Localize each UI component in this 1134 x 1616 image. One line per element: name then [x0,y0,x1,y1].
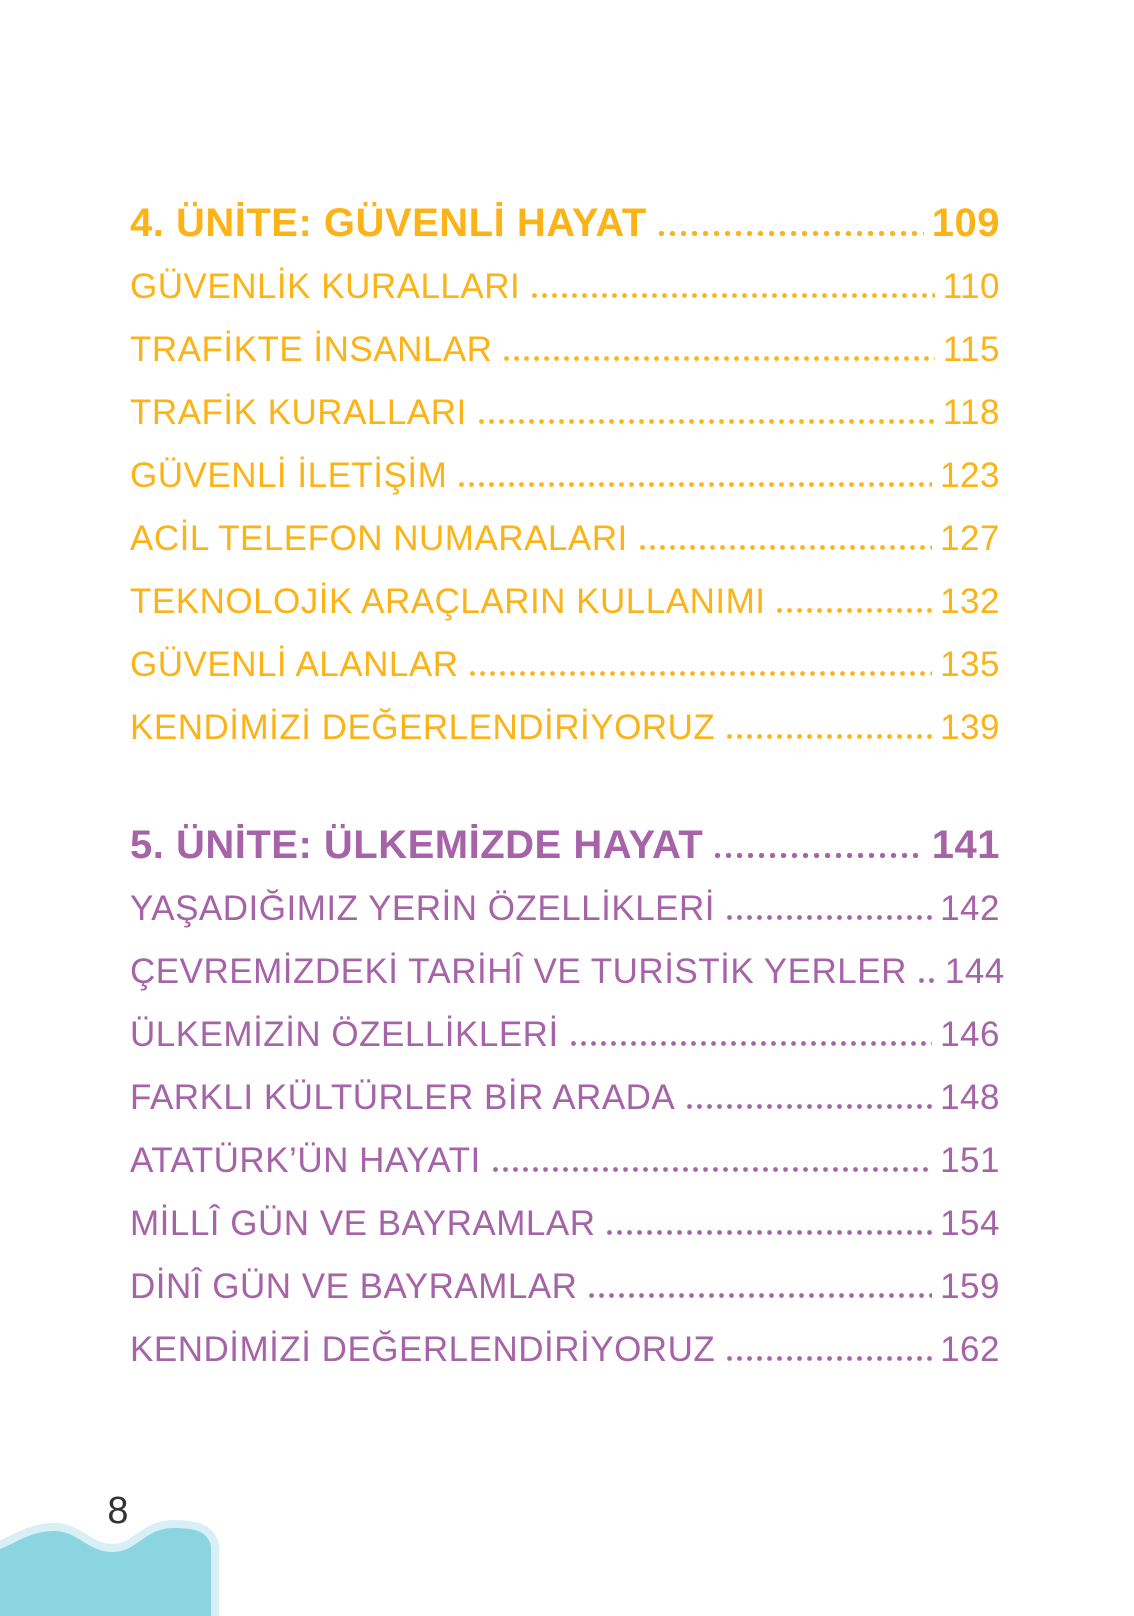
toc-entry: TRAFİKTE İNSANLAR 115 [130,318,1000,381]
toc-entry-page-number: 151 [940,1141,1000,1180]
toc-entry-page-number: 139 [940,708,1000,747]
dot-leader [639,545,933,550]
toc-section-unit4: 4. ÜNİTE: GÜVENLİ HAYAT 109 GÜVENLİK KUR… [130,192,1000,759]
dot-leader [589,1293,933,1298]
toc-entry-label: KENDİMİZİ DEĞERLENDİRİYORUZ [130,708,716,747]
dot-leader [658,231,924,236]
dot-leader [777,608,933,613]
toc-entry-page-number: 115 [942,330,1000,369]
dot-leader [478,419,935,424]
toc-entry-page-number: 162 [940,1330,1000,1369]
toc-entry: TRAFİK KURALLARI 118 [130,381,1000,444]
dot-leader [727,915,933,920]
toc-entry-label: GÜVENLİ ALANLAR [130,645,459,684]
toc-entry-page-number: 148 [940,1078,1000,1117]
toc-entry-label: ACİL TELEFON NUMARALARI [130,519,628,558]
dot-leader [492,1167,933,1172]
toc-entry: ACİL TELEFON NUMARALARI 127 [130,507,1000,570]
toc-entry: ÇEVREMİZDEKİ TARİHÎ VE TURİSTİK YERLER 1… [130,940,1004,1003]
toc-entry-page-number: 110 [942,267,1000,306]
toc-entry: DİNÎ GÜN VE BAYRAMLAR 159 [130,1255,1000,1318]
toc-entry: KENDİMİZİ DEĞERLENDİRİYORUZ 139 [130,696,1000,759]
toc-entry-page-number: 135 [940,645,1000,684]
toc-unit-title: 4. ÜNİTE: GÜVENLİ HAYAT [130,201,647,245]
folio-page-number: 8 [107,1490,129,1532]
toc-entry-label: ATATÜRK’ÜN HAYATI [130,1141,481,1180]
toc-entry-page-number: 146 [940,1015,1000,1054]
toc-entry-label: KENDİMİZİ DEĞERLENDİRİYORUZ [130,1330,716,1369]
dot-leader [532,293,935,298]
toc-entry: YAŞADIĞIMIZ YERİN ÖZELLİKLERİ 142 [130,877,1000,940]
toc-entry-label: TRAFİKTE İNSANLAR [130,330,493,369]
toc-entry: ATATÜRK’ÜN HAYATI 151 [130,1129,1000,1192]
dot-leader [687,1104,933,1109]
toc-entry-page-number: 142 [940,889,1000,928]
toc-entry-label: MİLLÎ GÜN VE BAYRAMLAR [130,1204,596,1243]
toc-entry: ÜLKEMİZİN ÖZELLİKLERİ 146 [130,1003,1000,1066]
toc-unit-heading: 4. ÜNİTE: GÜVENLİ HAYAT 109 [130,192,1000,255]
toc-entry: FARKLI KÜLTÜRLER BİR ARADA 148 [130,1066,1000,1129]
dot-leader [470,671,933,676]
toc-entry-label: TEKNOLOJİK ARAÇLARIN KULLANIMI [130,582,766,621]
toc-entry-page-number: 159 [940,1267,1000,1306]
toc-entry: MİLLÎ GÜN VE BAYRAMLAR 154 [130,1192,1000,1255]
table-of-contents: 4. ÜNİTE: GÜVENLİ HAYAT 109 GÜVENLİK KUR… [130,192,1004,1381]
dot-leader [715,853,924,858]
dot-leader [504,356,935,361]
toc-entry-page-number: 144 [944,952,1005,991]
toc-entry-page-number: 127 [940,519,1000,558]
toc-entry-label: FARKLI KÜLTÜRLER BİR ARADA [130,1078,676,1117]
dot-leader [727,1356,933,1361]
toc-entry-page-number: 118 [942,393,1000,432]
toc-entry-label: GÜVENLİK KURALLARI [130,267,521,306]
toc-entry: TEKNOLOJİK ARAÇLARIN KULLANIMI 132 [130,570,1000,633]
toc-entry-page-number: 154 [940,1204,1000,1243]
toc-unit-heading: 5. ÜNİTE: ÜLKEMİZDE HAYAT 141 [130,814,1000,877]
toc-entry-label: ÇEVREMİZDEKİ TARİHÎ VE TURİSTİK YERLER [130,952,907,991]
toc-entry-label: ÜLKEMİZİN ÖZELLİKLERİ [130,1015,559,1054]
toc-entry: GÜVENLİK KURALLARI 110 [130,255,1000,318]
dot-leader [918,978,937,983]
toc-unit-page-number: 141 [931,823,1000,867]
toc-section-unit5: 5. ÜNİTE: ÜLKEMİZDE HAYAT 141 YAŞADIĞIMI… [130,814,1004,1381]
dot-leader [607,1230,933,1235]
toc-entry-label: GÜVENLİ İLETİŞİM [130,456,448,495]
toc-unit-page-number: 109 [931,201,1000,245]
toc-entry-label: YAŞADIĞIMIZ YERİN ÖZELLİKLERİ [130,889,716,928]
dot-leader [459,482,933,487]
toc-unit-title: 5. ÜNİTE: ÜLKEMİZDE HAYAT [130,823,704,867]
toc-entry: GÜVENLİ İLETİŞİM 123 [130,444,1000,507]
wave-decoration [0,1520,219,1616]
toc-entry-page-number: 132 [940,582,1000,621]
dot-leader [727,734,933,739]
toc-entry-label: DİNÎ GÜN VE BAYRAMLAR [130,1267,578,1306]
dot-leader [570,1041,933,1046]
toc-entry-label: TRAFİK KURALLARI [130,393,467,432]
toc-entry-page-number: 123 [940,456,1000,495]
toc-entry: GÜVENLİ ALANLAR 135 [130,633,1000,696]
toc-entry: KENDİMİZİ DEĞERLENDİRİYORUZ 162 [130,1318,1000,1381]
